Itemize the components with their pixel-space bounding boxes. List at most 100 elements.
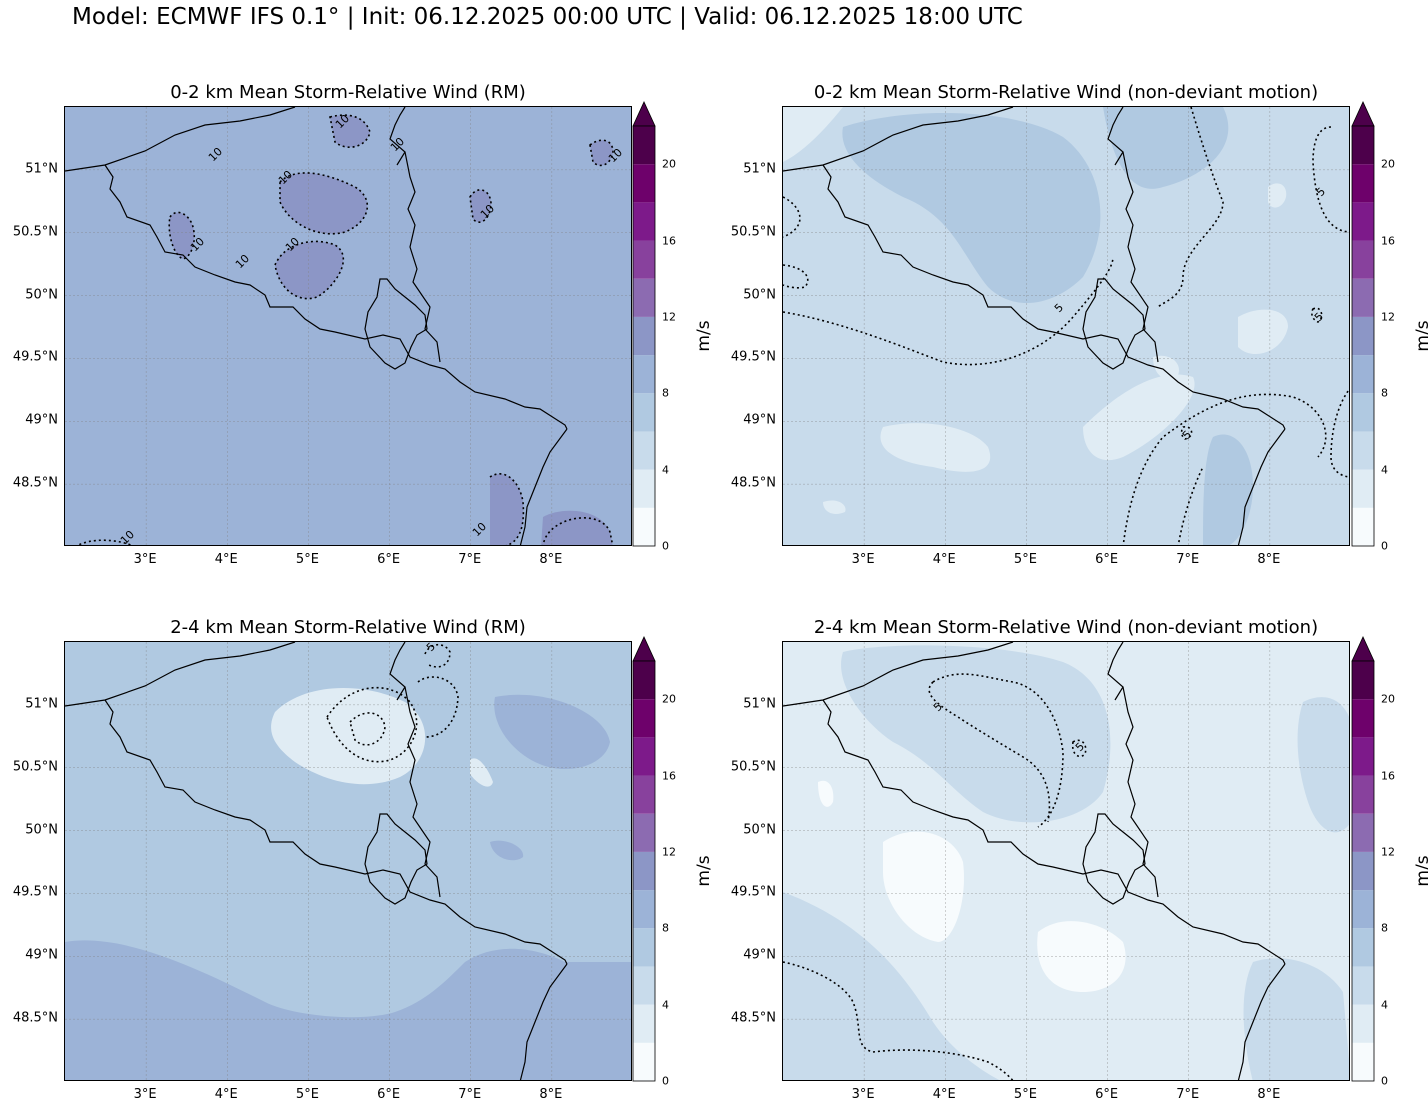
country-border — [65, 107, 296, 172]
colorbar-bin — [1352, 928, 1374, 967]
colorbar-tick-label: 20 — [1381, 692, 1395, 706]
lon-tick-label: 4°E — [214, 1087, 238, 1102]
contour-label: 10 — [118, 528, 137, 546]
country-border — [364, 278, 428, 370]
shaded-region — [783, 892, 1000, 1080]
colorbar-bin — [1352, 1004, 1374, 1043]
panel-title: 2-4 km Mean Storm-Relative Wind (RM) — [170, 617, 526, 638]
lat-tick-label: 49°N — [743, 412, 776, 428]
colorbar-tick-label: 0 — [662, 1074, 669, 1088]
country-border — [1107, 642, 1124, 701]
lat-tick-label: 51°N — [743, 696, 776, 712]
lon-tick-label: 8°E — [1257, 552, 1281, 567]
colorbar-bin — [1352, 1042, 1374, 1081]
contour-line — [326, 686, 418, 763]
colorbar-bin — [633, 737, 655, 776]
shaded-region — [1083, 374, 1195, 461]
colorbar-bin — [1352, 355, 1374, 394]
lon-tick-label: 6°E — [377, 552, 401, 567]
country-border — [822, 699, 1286, 965]
colorbar-bin — [633, 1042, 655, 1081]
colorbar-bin — [633, 355, 655, 394]
country-border — [104, 164, 568, 430]
lat-tick-label: 50.5°N — [12, 759, 58, 775]
map-panel: 5 — [64, 641, 632, 1081]
colorbar-bin — [633, 393, 655, 432]
colorbar — [1351, 636, 1375, 1087]
lon-tick-label: 7°E — [1176, 1087, 1200, 1102]
lon-tick-label: 3°E — [851, 1087, 875, 1102]
country-border — [364, 813, 428, 905]
colorbar-tick-label: 8 — [1381, 921, 1388, 935]
lat-tick-label: 50.5°N — [730, 224, 776, 240]
colorbar-extend-arrow — [1351, 636, 1375, 662]
country-border — [519, 428, 568, 545]
contour-line — [349, 712, 386, 746]
colorbar-bin — [1352, 469, 1374, 508]
colorbar-bin — [1352, 775, 1374, 814]
lon-tick-label: 7°E — [458, 1087, 482, 1102]
lat-tick-label: 48.5°N — [12, 475, 58, 491]
contour-line — [1071, 739, 1087, 758]
lat-tick-label: 49.5°N — [12, 884, 58, 900]
colorbar-tick-label: 16 — [1381, 234, 1395, 248]
colorbar-tick-label: 0 — [1381, 539, 1388, 553]
lat-tick-label: 51°N — [743, 161, 776, 177]
shaded-region — [169, 212, 195, 259]
colorbar-bin — [633, 928, 655, 967]
shaded-region — [1203, 434, 1253, 545]
colorbar-tick-label: 20 — [662, 157, 676, 171]
colorbar-bin — [1352, 851, 1374, 891]
shaded-region — [330, 115, 370, 148]
lat-tick-label: 50°N — [25, 287, 58, 303]
country-border — [65, 642, 296, 707]
shaded-region — [1238, 309, 1288, 355]
colorbar-bin — [633, 890, 655, 929]
lat-tick-label: 51°N — [25, 161, 58, 177]
lat-tick-label: 49°N — [25, 947, 58, 963]
country-border — [1107, 107, 1124, 166]
shaded-region — [1297, 697, 1349, 833]
country-border — [783, 642, 1014, 707]
lon-tick-label: 5°E — [1013, 552, 1037, 567]
contour-label: 10 — [470, 520, 489, 539]
lat-tick-label: 50°N — [743, 822, 776, 838]
colorbar-bin — [633, 507, 655, 546]
colorbar-bin — [633, 202, 655, 241]
lon-tick-label: 6°E — [1095, 1087, 1119, 1102]
contour-label: 5 — [1312, 310, 1326, 324]
colorbar-tick-label: 4 — [662, 463, 669, 477]
shaded-region — [1268, 183, 1287, 208]
country-border — [1237, 428, 1286, 545]
contour-label: 5 — [1180, 428, 1194, 442]
shaded-region — [880, 423, 991, 472]
colorbar-tick-label: 4 — [662, 998, 669, 1012]
colorbar-tick-label: 4 — [1381, 998, 1388, 1012]
lon-tick-label: 8°E — [539, 552, 563, 567]
lon-tick-label: 7°E — [1176, 552, 1200, 567]
shaded-region — [1037, 921, 1126, 992]
lat-tick-label: 49°N — [25, 412, 58, 428]
contour-line — [783, 196, 801, 238]
lon-tick-label: 8°E — [1257, 1087, 1281, 1102]
lon-tick-label: 4°E — [932, 1087, 956, 1102]
lon-tick-label: 8°E — [539, 1087, 563, 1102]
colorbar-tick-label: 16 — [662, 234, 676, 248]
colorbar-bin — [633, 240, 655, 279]
colorbar-bin — [1352, 164, 1374, 203]
lat-tick-label: 49.5°N — [730, 884, 776, 900]
panel-title: 0-2 km Mean Storm-Relative Wind (RM) — [170, 82, 526, 103]
shaded-region — [271, 688, 426, 785]
contour-line — [1157, 107, 1224, 308]
colorbar-tick-label: 12 — [1381, 310, 1395, 324]
colorbar-bin — [1352, 507, 1374, 546]
colorbar-tick-label: 20 — [662, 692, 676, 706]
lon-tick-label: 3°E — [133, 1087, 157, 1102]
colorbar-bin — [1352, 966, 1374, 1005]
contour-line — [1312, 126, 1349, 233]
contour-line — [783, 264, 809, 289]
shaded-region — [823, 500, 846, 514]
shaded-region — [883, 831, 964, 942]
colorbar-label: m/s — [1413, 855, 1428, 887]
colorbar-bin — [633, 966, 655, 1005]
